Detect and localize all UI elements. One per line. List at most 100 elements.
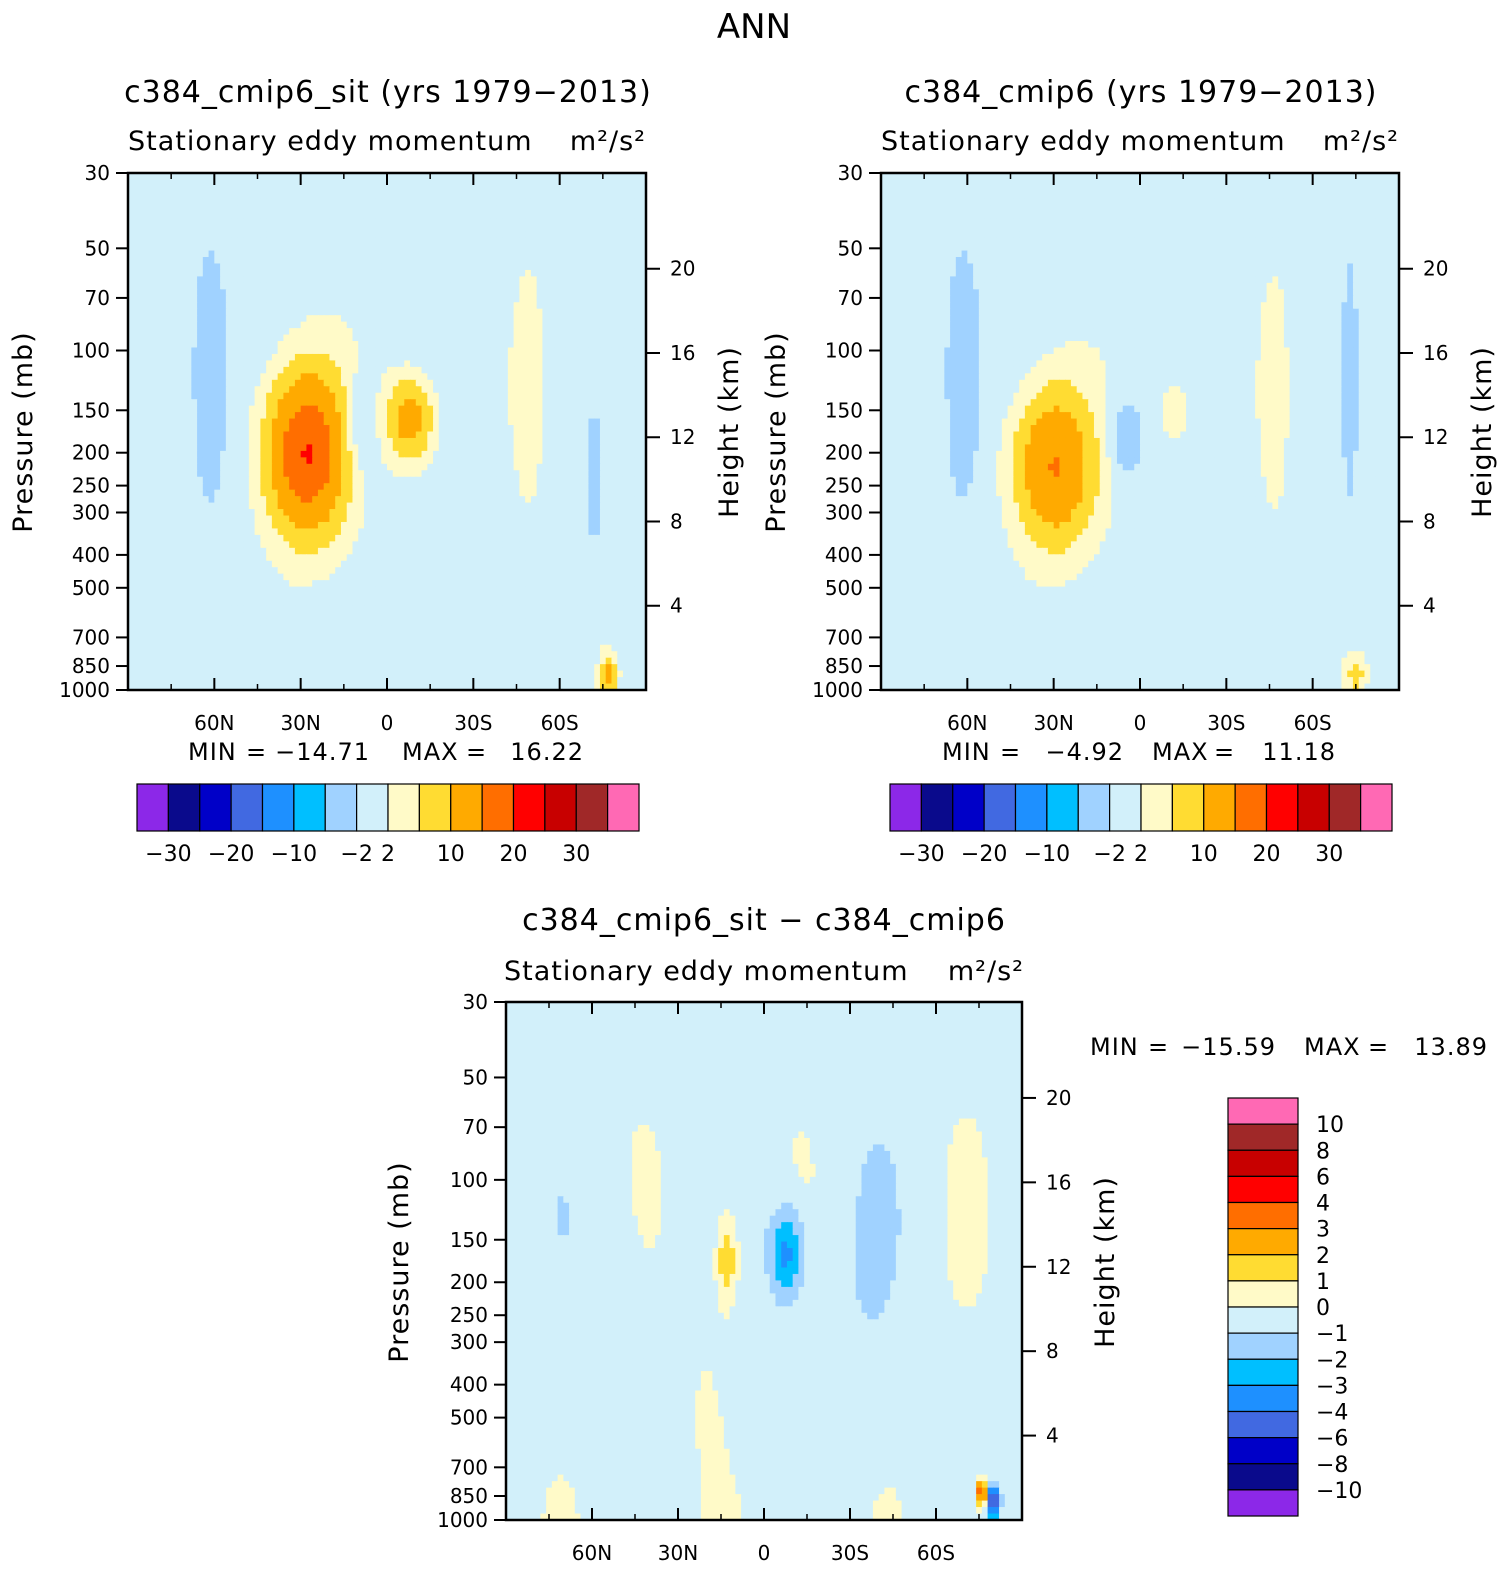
field-cell [168,457,175,465]
field-cell [323,205,331,213]
field-cell [128,257,135,265]
field-cell [248,470,256,478]
field-cell [599,244,607,252]
field-cell [151,450,158,458]
field-cell [473,476,480,484]
field-cell [277,405,284,413]
field-cell [565,302,572,310]
field-cell [197,302,204,310]
field-cell [507,224,515,232]
field-cell [605,198,613,206]
field-cell [248,379,256,387]
field-cell [490,470,497,478]
field-cell [392,173,400,181]
field-cell [162,379,169,387]
field-cell [553,198,561,206]
field-cell [381,470,388,478]
field-cell [283,431,290,439]
field-cell [461,496,469,504]
field-cell [358,198,365,206]
field-cell [352,218,359,226]
field-cell [392,282,400,290]
field-cell [340,373,348,381]
field-cell [151,263,158,271]
field-cell [220,431,227,439]
field-cell [415,302,423,310]
field-cell [220,192,227,200]
field-cell [254,198,261,206]
field-cell [300,386,308,394]
field-cell [266,450,273,458]
field-cell [427,412,434,420]
field-cell [502,269,509,277]
field-cell [294,218,302,226]
field-cell [548,360,555,368]
field-cell [542,476,549,484]
field-cell [525,276,532,284]
field-cell [300,237,308,245]
field-cell [571,431,578,439]
field-cell [461,399,469,407]
field-cell [438,282,446,290]
field-cell [237,185,244,193]
field-cell [145,392,152,400]
field-cell [479,211,486,219]
field-cell [323,192,331,200]
field-cell [128,263,135,271]
field-cell [277,231,284,239]
field-cell [156,185,164,193]
field-cell [248,353,256,362]
field-cell [479,289,486,297]
field-cell [622,489,630,497]
field-cell [536,257,543,265]
field-cell [438,431,446,439]
field-cell [513,198,520,206]
field-cell [369,276,377,284]
field-cell [622,379,630,387]
field-cell [588,179,595,187]
field-cell [312,211,319,219]
field-cell [289,295,296,303]
field-cell [576,231,584,239]
field-cell [306,185,313,193]
field-cell [139,450,146,458]
field-cell [352,483,359,491]
field-cell [340,295,348,303]
field-cell [548,198,555,206]
field-cell [473,450,480,458]
field-cell [197,315,204,323]
field-cell [231,282,238,290]
field-cell [559,237,567,245]
field-cell [208,489,215,497]
field-cell [404,418,411,426]
field-cell [306,250,313,258]
field-cell [605,399,613,407]
field-cell [323,379,331,387]
field-cell [208,173,215,181]
field-cell [433,425,440,433]
field-cell [427,276,434,284]
field-cell [266,418,273,426]
field-cell [214,289,221,297]
field-cell [438,218,446,226]
field-cell [461,470,469,478]
field-cell [622,257,630,265]
field-cell [525,263,532,271]
field-cell [507,334,515,342]
field-cell [559,418,567,426]
field-cell [335,509,342,517]
field-cell [202,457,210,465]
field-cell [415,509,423,517]
field-cell [133,437,141,446]
field-cell [346,483,354,491]
field-cell [352,496,359,504]
field-cell [174,463,181,471]
field-cell [335,237,342,245]
field-cell [519,379,526,387]
field-cell [599,334,607,342]
field-cell [225,173,233,181]
field-cell [599,198,607,206]
field-cell [202,509,210,517]
field-cell [398,515,405,523]
field-cell [289,173,296,181]
